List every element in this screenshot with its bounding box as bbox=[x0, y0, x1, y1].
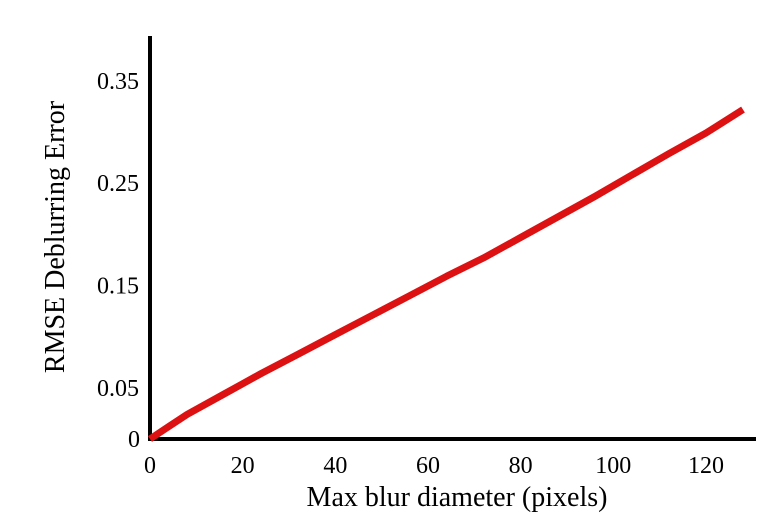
axes bbox=[148, 36, 756, 441]
y-tick-label: 0.25 bbox=[97, 171, 139, 197]
y-axis-title: RMSE Deblurring Error bbox=[40, 100, 71, 373]
y-tick-label: 0 bbox=[128, 427, 140, 453]
x-tick-label: 40 bbox=[323, 453, 347, 479]
y-tick-labels: 0 0.05 0.15 0.25 0.35 bbox=[97, 69, 140, 453]
x-axis-title: Max blur diameter (pixels) bbox=[307, 482, 608, 513]
series-line bbox=[148, 106, 745, 442]
series-layer bbox=[148, 106, 745, 442]
x-tick-label: 20 bbox=[231, 453, 255, 479]
x-tick-label: 80 bbox=[509, 453, 533, 479]
x-tick-label: 60 bbox=[416, 453, 440, 479]
x-tick-label: 120 bbox=[688, 453, 724, 479]
y-tick-label: 0.15 bbox=[97, 274, 139, 300]
x-tick-label: 100 bbox=[595, 453, 631, 479]
y-tick-label: 0.05 bbox=[97, 376, 139, 402]
y-tick-label: 0.35 bbox=[97, 69, 139, 95]
x-tick-label: 0 bbox=[144, 453, 156, 479]
x-tick-labels: 0 20 40 60 80 100 120 bbox=[144, 453, 724, 479]
